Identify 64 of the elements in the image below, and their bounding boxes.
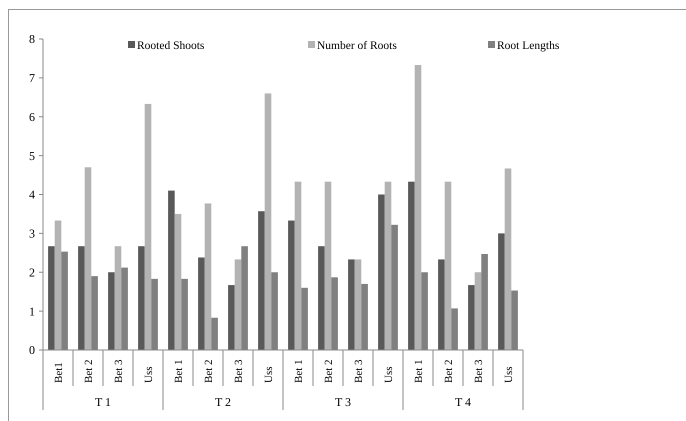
x-tick-label: Uss <box>143 366 155 383</box>
bar <box>354 259 362 350</box>
bar <box>318 246 325 350</box>
bar <box>234 259 242 350</box>
x-tick-label: Bet 1 <box>413 359 425 383</box>
y-tick-label: 7 <box>29 71 35 86</box>
legend-label: Root Lengths <box>497 40 560 52</box>
x-tick-label: Bet 1 <box>173 359 185 383</box>
x-tick-label: Bet 2 <box>443 359 455 383</box>
text: T 1 <box>94 395 112 410</box>
y-tick-label: 4 <box>29 188 35 202</box>
bar <box>444 182 452 350</box>
bar <box>108 272 115 350</box>
text: T 2 <box>214 395 232 410</box>
bar <box>114 246 122 350</box>
bar <box>54 220 62 350</box>
x-tick-label: Bet 3 <box>473 358 485 383</box>
bar <box>198 257 205 350</box>
bar <box>288 220 295 350</box>
bar <box>204 203 212 350</box>
bar <box>84 167 92 350</box>
y-tick-label: 3 <box>29 226 35 241</box>
x-tick-label: Uss <box>263 366 275 383</box>
bar <box>258 211 265 350</box>
bar <box>384 182 392 350</box>
x-tick-label: Uss <box>383 366 395 383</box>
bar <box>468 285 475 350</box>
x-tick-label: Bet 2 <box>203 359 215 383</box>
bar <box>294 182 302 350</box>
bar <box>348 259 355 350</box>
x-tick-label: Bet1 <box>53 362 65 383</box>
legend-label: Rooted Shoots <box>137 40 205 52</box>
bar <box>168 190 175 350</box>
y-tick-label: 2 <box>29 265 35 280</box>
x-tick-label: Bet 3 <box>353 358 365 383</box>
bar <box>264 93 272 350</box>
x-tick-label: Bet 3 <box>113 358 125 383</box>
bar <box>174 214 182 350</box>
y-tick-label: 6 <box>29 110 35 124</box>
x-tick-label: Bet 2 <box>323 359 335 383</box>
x-tick-label: Uss <box>503 366 515 383</box>
bar <box>78 246 85 350</box>
bar <box>48 246 55 350</box>
bar <box>438 259 445 350</box>
bar <box>228 285 235 350</box>
bar <box>144 104 152 350</box>
bar <box>408 182 415 350</box>
bar <box>474 272 482 350</box>
bar <box>138 246 145 350</box>
y-tick-label: 8 <box>29 32 35 46</box>
bar <box>504 168 512 350</box>
x-tick-label: Bet 1 <box>293 359 305 383</box>
y-tick-label: 5 <box>29 148 35 163</box>
y-tick-label: 1 <box>29 304 35 318</box>
x-tick-label: Bet 2 <box>83 359 95 383</box>
bar <box>324 182 332 350</box>
bar <box>498 233 505 350</box>
text: T 3 <box>334 395 352 410</box>
text: T 4 <box>454 395 472 410</box>
legend-label: Number of Roots <box>317 40 398 52</box>
y-tick-label: 0 <box>29 343 35 358</box>
x-tick-label: Bet 3 <box>233 358 245 383</box>
bar <box>378 194 385 350</box>
bar <box>414 65 422 350</box>
